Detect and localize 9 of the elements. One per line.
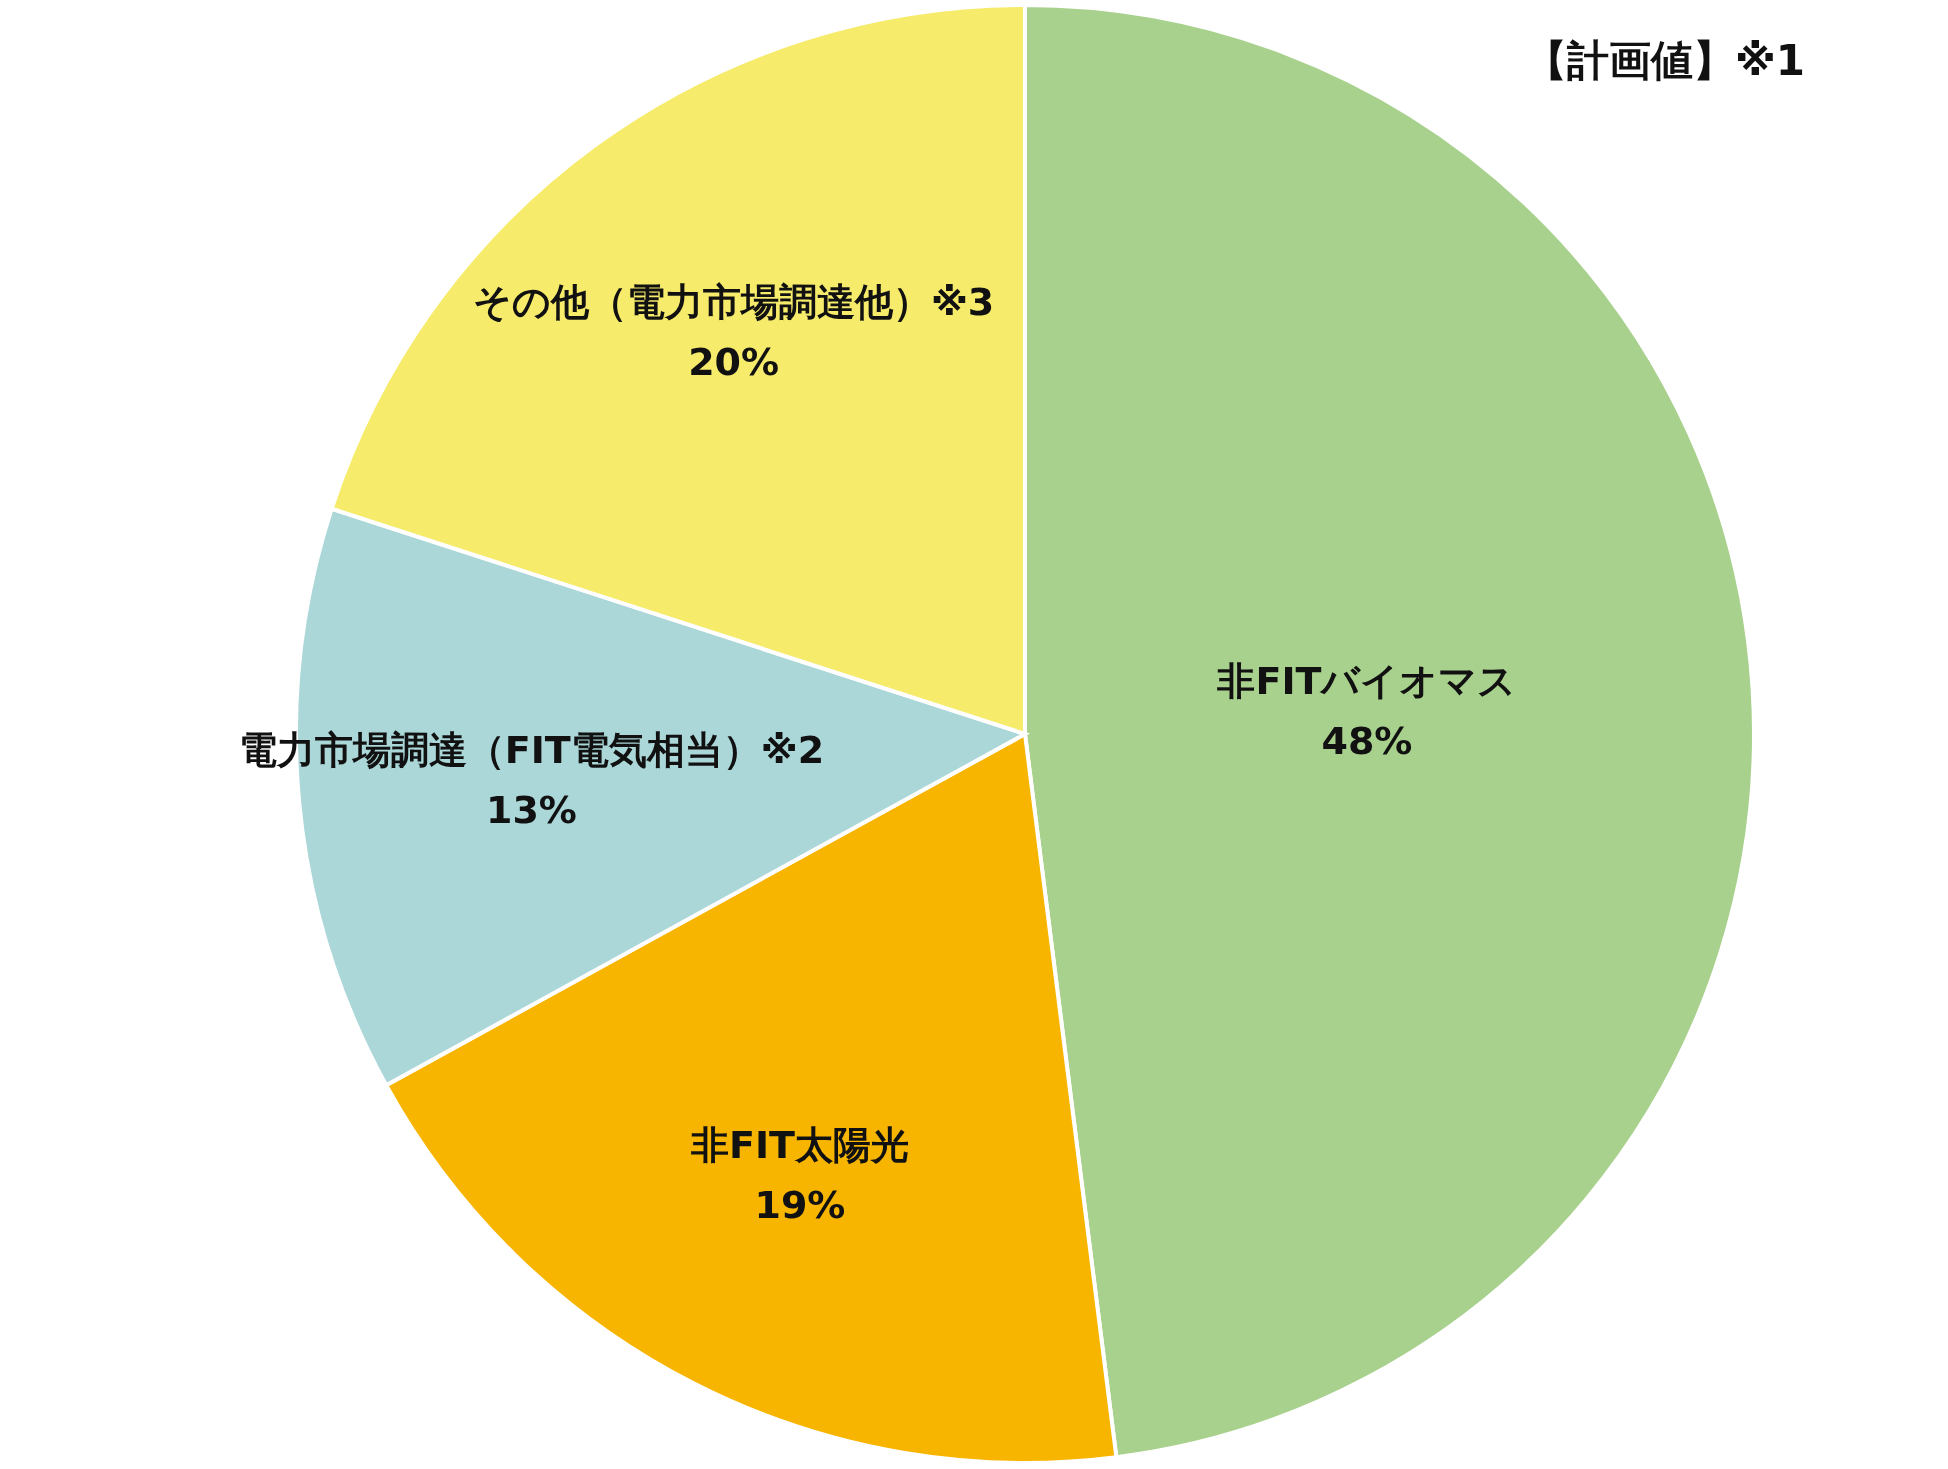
slice-label: 電力市場調達（FIT電気相当）※2 (238, 727, 825, 772)
text: 【計画値】※1 (1524, 36, 1805, 85)
slice-label: 非FIT太陽光 (689, 1122, 909, 1167)
data-label: 13% (486, 787, 577, 832)
data-label: 19% (754, 1182, 846, 1227)
slice-label: その他（電力市場調達他）※3 (472, 279, 995, 324)
data-label: 48% (1321, 719, 1413, 764)
slice-label: 非FITバイオマス (1216, 659, 1517, 704)
data-label: 20% (688, 339, 780, 384)
